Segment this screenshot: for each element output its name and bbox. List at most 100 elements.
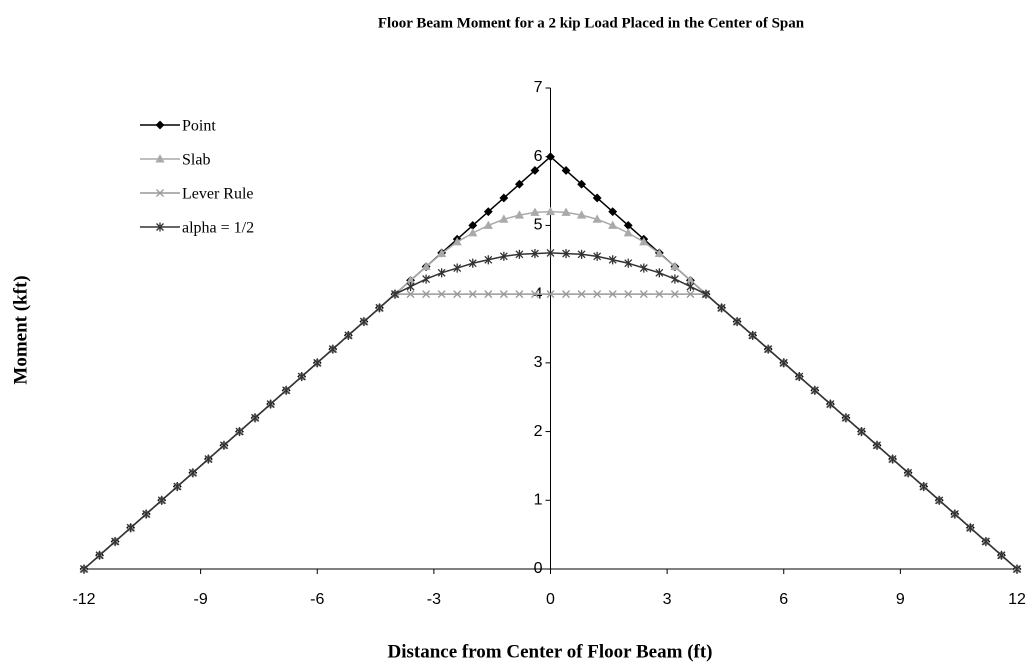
data-point <box>795 372 804 382</box>
data-point <box>639 290 648 299</box>
x-tick-label: 12 <box>1008 591 1026 608</box>
data-point <box>810 385 819 395</box>
data-point <box>437 290 446 299</box>
data-point <box>173 481 182 492</box>
data-point <box>515 249 524 259</box>
data-point <box>468 228 478 237</box>
data-point <box>483 220 493 229</box>
data-point <box>546 152 555 162</box>
data-point <box>670 290 679 299</box>
data-point <box>935 495 944 505</box>
data-point <box>545 206 556 216</box>
data-point <box>422 274 431 284</box>
data-point <box>453 290 462 299</box>
data-point <box>80 564 88 574</box>
data-point <box>686 290 695 299</box>
x-tick-label: -3 <box>427 591 441 608</box>
data-point <box>654 248 664 258</box>
data-point <box>981 536 990 547</box>
data-point <box>126 523 135 533</box>
data-point <box>499 214 509 223</box>
data-point <box>562 249 571 259</box>
x-tick-label: 9 <box>896 591 905 608</box>
y-tick-label: 6 <box>534 148 543 165</box>
data-point <box>655 268 664 278</box>
data-point <box>219 440 228 450</box>
x-tick-label: -6 <box>310 591 324 608</box>
data-point <box>576 210 587 219</box>
data-point <box>997 550 1006 560</box>
data-point <box>950 509 959 519</box>
y-tick-label: 3 <box>534 354 543 371</box>
data-point <box>499 251 508 261</box>
data-point <box>624 290 633 299</box>
data-point <box>623 228 633 237</box>
data-point <box>919 481 928 492</box>
data-point <box>142 509 151 519</box>
data-point <box>593 290 602 299</box>
data-point <box>608 255 617 265</box>
data-point <box>251 413 260 423</box>
data-point <box>577 179 587 189</box>
x-tick-label: -12 <box>72 591 95 608</box>
x-tick-label: 0 <box>546 591 555 608</box>
data-point <box>1013 564 1021 574</box>
data-point <box>344 330 353 340</box>
data-point <box>857 427 866 437</box>
data-point <box>562 290 571 299</box>
data-point <box>483 207 493 217</box>
data-point <box>670 261 680 271</box>
data-point <box>484 255 493 265</box>
data-point <box>733 317 742 327</box>
data-point <box>453 263 462 273</box>
legend-marker <box>155 120 165 130</box>
data-point <box>422 290 431 299</box>
data-point <box>764 344 773 354</box>
data-point <box>204 454 213 464</box>
chart-title: Floor Beam Moment for a 2 kip Load Place… <box>378 15 805 31</box>
data-point <box>328 344 337 354</box>
data-point <box>313 358 322 368</box>
data-point <box>111 536 120 547</box>
legend-marker <box>155 154 165 163</box>
data-point <box>514 210 525 219</box>
data-point <box>282 385 291 395</box>
data-point <box>717 303 726 313</box>
data-point <box>873 440 882 450</box>
data-point <box>592 214 602 223</box>
data-point <box>608 220 618 229</box>
legend-label: Lever Rule <box>182 186 254 203</box>
data-point <box>546 248 555 258</box>
legend-label: Point <box>182 118 216 135</box>
data-point <box>608 290 617 299</box>
data-point <box>888 454 897 464</box>
data-point <box>702 289 710 299</box>
legend-label: alpha = 1/2 <box>182 220 254 237</box>
data-point <box>826 399 835 409</box>
y-tick-label: 7 <box>534 79 543 96</box>
data-point <box>266 399 275 409</box>
data-point <box>468 290 477 299</box>
data-point <box>624 258 633 268</box>
data-point <box>530 166 540 175</box>
data-point <box>530 249 539 259</box>
data-point <box>592 193 602 203</box>
y-axis-label: Moment (kft) <box>10 275 31 384</box>
data-point <box>779 358 788 368</box>
data-point <box>437 248 447 258</box>
data-point <box>608 207 618 217</box>
data-point <box>655 290 664 299</box>
data-point <box>530 290 539 299</box>
data-point <box>375 303 384 313</box>
data-point <box>639 237 649 246</box>
data-point <box>359 317 368 327</box>
x-tick-label: 3 <box>663 591 672 608</box>
data-point <box>452 237 462 246</box>
data-point <box>514 179 524 189</box>
y-tick-label: 2 <box>534 423 543 440</box>
data-point <box>484 290 493 299</box>
data-point <box>670 274 679 284</box>
data-point <box>577 249 586 259</box>
data-point <box>904 468 913 478</box>
